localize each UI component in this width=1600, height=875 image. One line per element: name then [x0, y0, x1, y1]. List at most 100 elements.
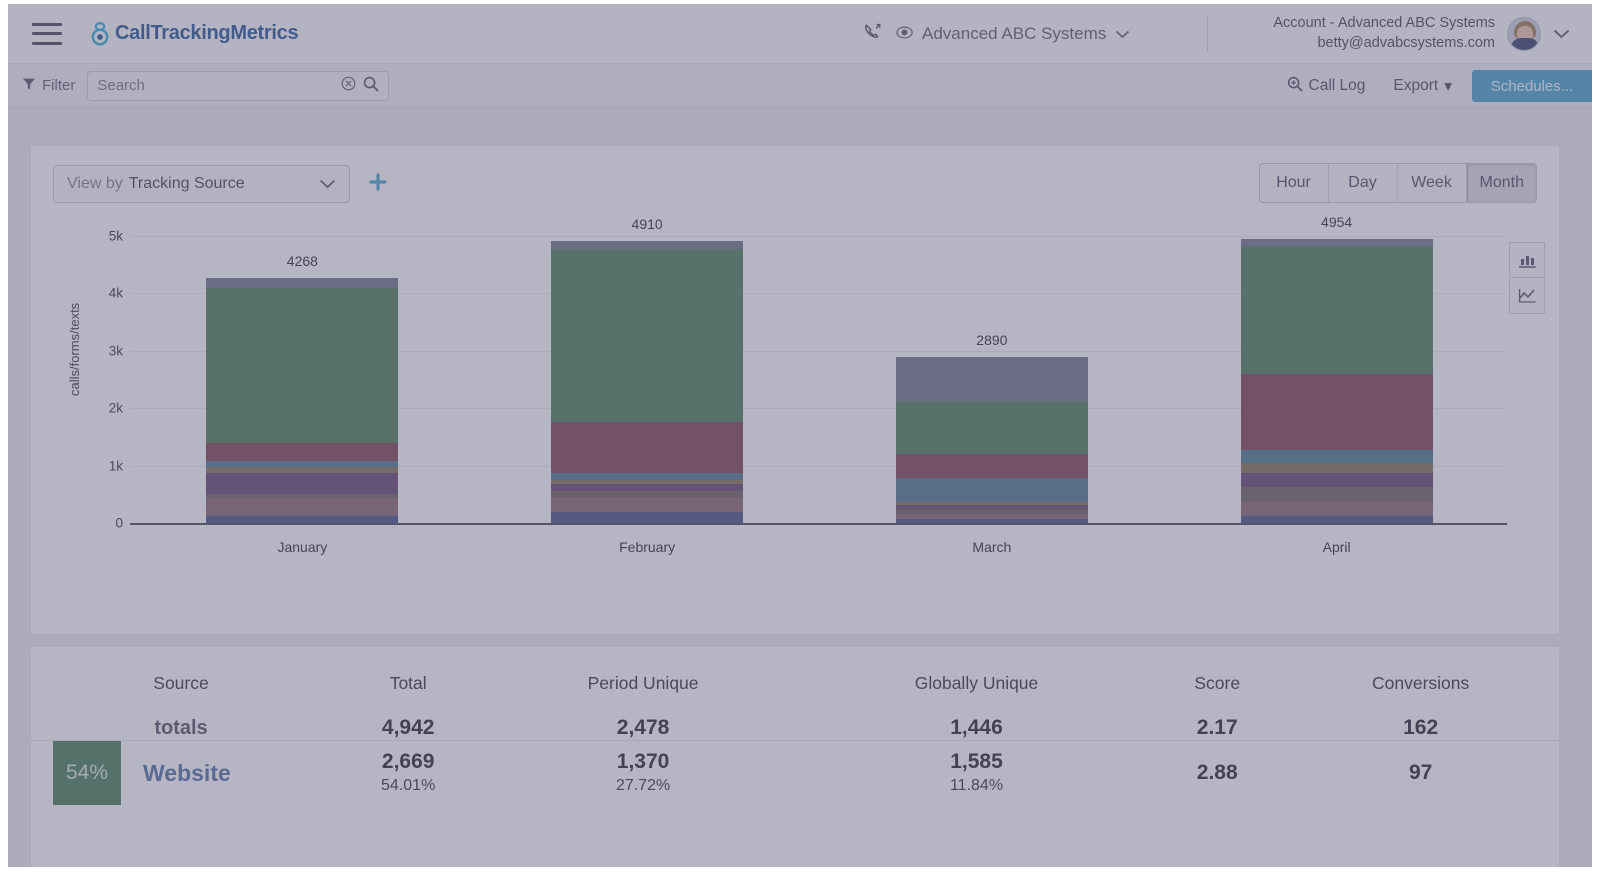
hamburger-menu-icon[interactable]	[32, 22, 62, 45]
cell-value: 2.88	[1196, 760, 1238, 784]
account-switcher-label: Advanced ABC Systems	[922, 24, 1107, 43]
granularity-button-month[interactable]: Month	[1466, 164, 1536, 202]
view-by-select[interactable]: View by Tracking Source	[53, 165, 350, 203]
source-link[interactable]: Website	[143, 759, 231, 786]
table-header-conversions[interactable]: Conversions	[1371, 673, 1470, 693]
bar-segment-navy[interactable]	[895, 518, 1088, 523]
account-switcher[interactable]: Advanced ABC Systems	[896, 24, 1130, 44]
topbar-divider	[1207, 16, 1208, 52]
bar-total-label: 4954	[1321, 213, 1353, 230]
bar-segment-green[interactable]	[551, 248, 744, 423]
granularity-button-hour[interactable]: Hour	[1260, 164, 1329, 202]
search-box[interactable]	[87, 70, 390, 101]
bar-segment-teal[interactable]	[895, 478, 1088, 503]
bar-february[interactable]	[551, 241, 744, 523]
bar-segment-navy[interactable]	[551, 511, 744, 523]
export-label: Export	[1393, 77, 1439, 94]
bar-segment-red[interactable]	[895, 454, 1088, 478]
bar-segment-green[interactable]	[1240, 246, 1433, 375]
y-axis-tick-label: 1k	[108, 458, 123, 474]
bar-segment-mauve[interactable]	[1240, 501, 1433, 516]
call-log-button[interactable]: Call Log	[1273, 76, 1380, 97]
bar-segment-gray[interactable]	[206, 278, 399, 289]
account-menu[interactable]: Account - Advanced ABC Systems betty@adv…	[1273, 4, 1570, 64]
line-chart-icon[interactable]	[1509, 278, 1545, 314]
bar-segment-red[interactable]	[551, 422, 744, 474]
bar-segment-green[interactable]	[206, 288, 399, 443]
bar-segment-olive[interactable]	[551, 479, 744, 485]
bar-march[interactable]	[895, 357, 1088, 523]
bar-segment-gray[interactable]	[895, 357, 1088, 401]
avatar[interactable]	[1507, 17, 1541, 51]
schedules-button[interactable]: Schedules...	[1472, 70, 1592, 102]
x-axis-tick-label: February	[619, 539, 676, 555]
cell-percent: 27.72%	[615, 776, 671, 794]
bar-segment-olive[interactable]	[206, 467, 399, 473]
report-table: Source Total Period Unique Globally Unique S…	[31, 647, 1559, 805]
bar-segment-brown[interactable]	[1240, 486, 1433, 502]
totals-cell-source: totals	[31, 716, 331, 741]
table-header-score[interactable]: Score	[1194, 673, 1241, 693]
bar-segment-purple[interactable]	[206, 472, 399, 494]
view-by-value: Tracking Source	[128, 175, 245, 192]
call-log-label: Call Log	[1308, 77, 1366, 94]
table-totals-row: totals 4,942 2,478 1,446 2.17 162	[31, 716, 1559, 741]
bar-chart-icon[interactable]	[1509, 242, 1545, 278]
brand-logo[interactable]: CallTrackingMetrics	[90, 21, 299, 46]
x-axis-tick-label: March	[972, 539, 1012, 555]
bar-segment-olive[interactable]	[895, 502, 1088, 505]
bar-segment-red[interactable]	[206, 442, 399, 462]
bar-segment-purple[interactable]	[551, 484, 744, 491]
bar-segment-brown[interactable]	[551, 490, 744, 498]
window-frame-bottom	[0, 867, 1600, 875]
brand-name: CallTrackingMetrics	[115, 22, 299, 44]
bar-segment-olive[interactable]	[1240, 463, 1433, 474]
add-view-plus-icon[interactable]	[369, 172, 387, 195]
bar-segment-teal[interactable]	[206, 461, 399, 468]
y-axis-tick-label: 0	[115, 515, 123, 531]
search-input[interactable]	[97, 77, 335, 94]
bar-segment-green[interactable]	[895, 400, 1088, 455]
granularity-button-week[interactable]: Week	[1398, 164, 1467, 202]
account-chevron-down-icon[interactable]	[1553, 27, 1570, 42]
filter-action-bar: Filter	[8, 64, 1592, 108]
bar-january[interactable]	[206, 278, 399, 523]
phone-forward-icon[interactable]	[863, 22, 882, 47]
filter-button[interactable]: Filter	[22, 77, 75, 94]
chevron-down-icon	[319, 177, 336, 192]
y-axis-tick-label: 5k	[108, 228, 123, 244]
bar-segment-navy[interactable]	[1240, 515, 1433, 523]
bar-segment-mauve[interactable]	[551, 497, 744, 512]
table-header-source[interactable]: Source	[153, 673, 209, 693]
bar-segment-teal[interactable]	[1240, 450, 1433, 464]
bar-segment-gray[interactable]	[1240, 238, 1433, 247]
bar-segment-brown[interactable]	[206, 493, 399, 498]
clear-circle-icon[interactable]	[341, 76, 356, 95]
granularity-button-day[interactable]: Day	[1329, 164, 1398, 202]
table-head: Source Total Period Unique Globally Unique S…	[31, 647, 1559, 716]
bar-segment-purple[interactable]	[895, 504, 1088, 509]
table-row[interactable]: 54% Website 2,669 54.01% 1,370 27.72% 1,585 11.…	[31, 741, 1559, 805]
table-body: totals 4,942 2,478 1,446 2.17 162 54% Website 2,…	[31, 716, 1559, 805]
bar-segment-mauve[interactable]	[895, 513, 1088, 519]
eye-icon	[896, 25, 913, 43]
account-name: Account - Advanced ABC Systems	[1273, 15, 1495, 32]
table-header-row: Source Total Period Unique Globally Unique S…	[31, 647, 1559, 716]
bar-segment-gray[interactable]	[551, 241, 744, 249]
magnifier-icon[interactable]	[363, 76, 379, 96]
totals-cell-globally-unique: 1,446	[800, 716, 1153, 741]
bar-segment-mauve[interactable]	[206, 497, 399, 516]
bar-segment-purple[interactable]	[1240, 473, 1433, 487]
table-header-period-unique[interactable]: Period Unique	[587, 673, 699, 693]
bar-segment-red[interactable]	[1240, 374, 1433, 451]
export-button[interactable]: Export ▾	[1379, 77, 1460, 96]
bar-april[interactable]	[1240, 238, 1433, 523]
granularity-toggle-group[interactable]: Hour Day Week Month	[1258, 163, 1537, 203]
table-header-globally-unique[interactable]: Globally Unique	[914, 673, 1039, 693]
gridline	[130, 465, 1507, 467]
bar-segment-brown[interactable]	[895, 508, 1088, 514]
bar-segment-navy[interactable]	[206, 515, 399, 523]
topbar-center-group: Advanced ABC Systems	[863, 4, 1130, 64]
bar-segment-teal[interactable]	[551, 473, 744, 480]
table-header-total[interactable]: Total	[389, 673, 427, 693]
